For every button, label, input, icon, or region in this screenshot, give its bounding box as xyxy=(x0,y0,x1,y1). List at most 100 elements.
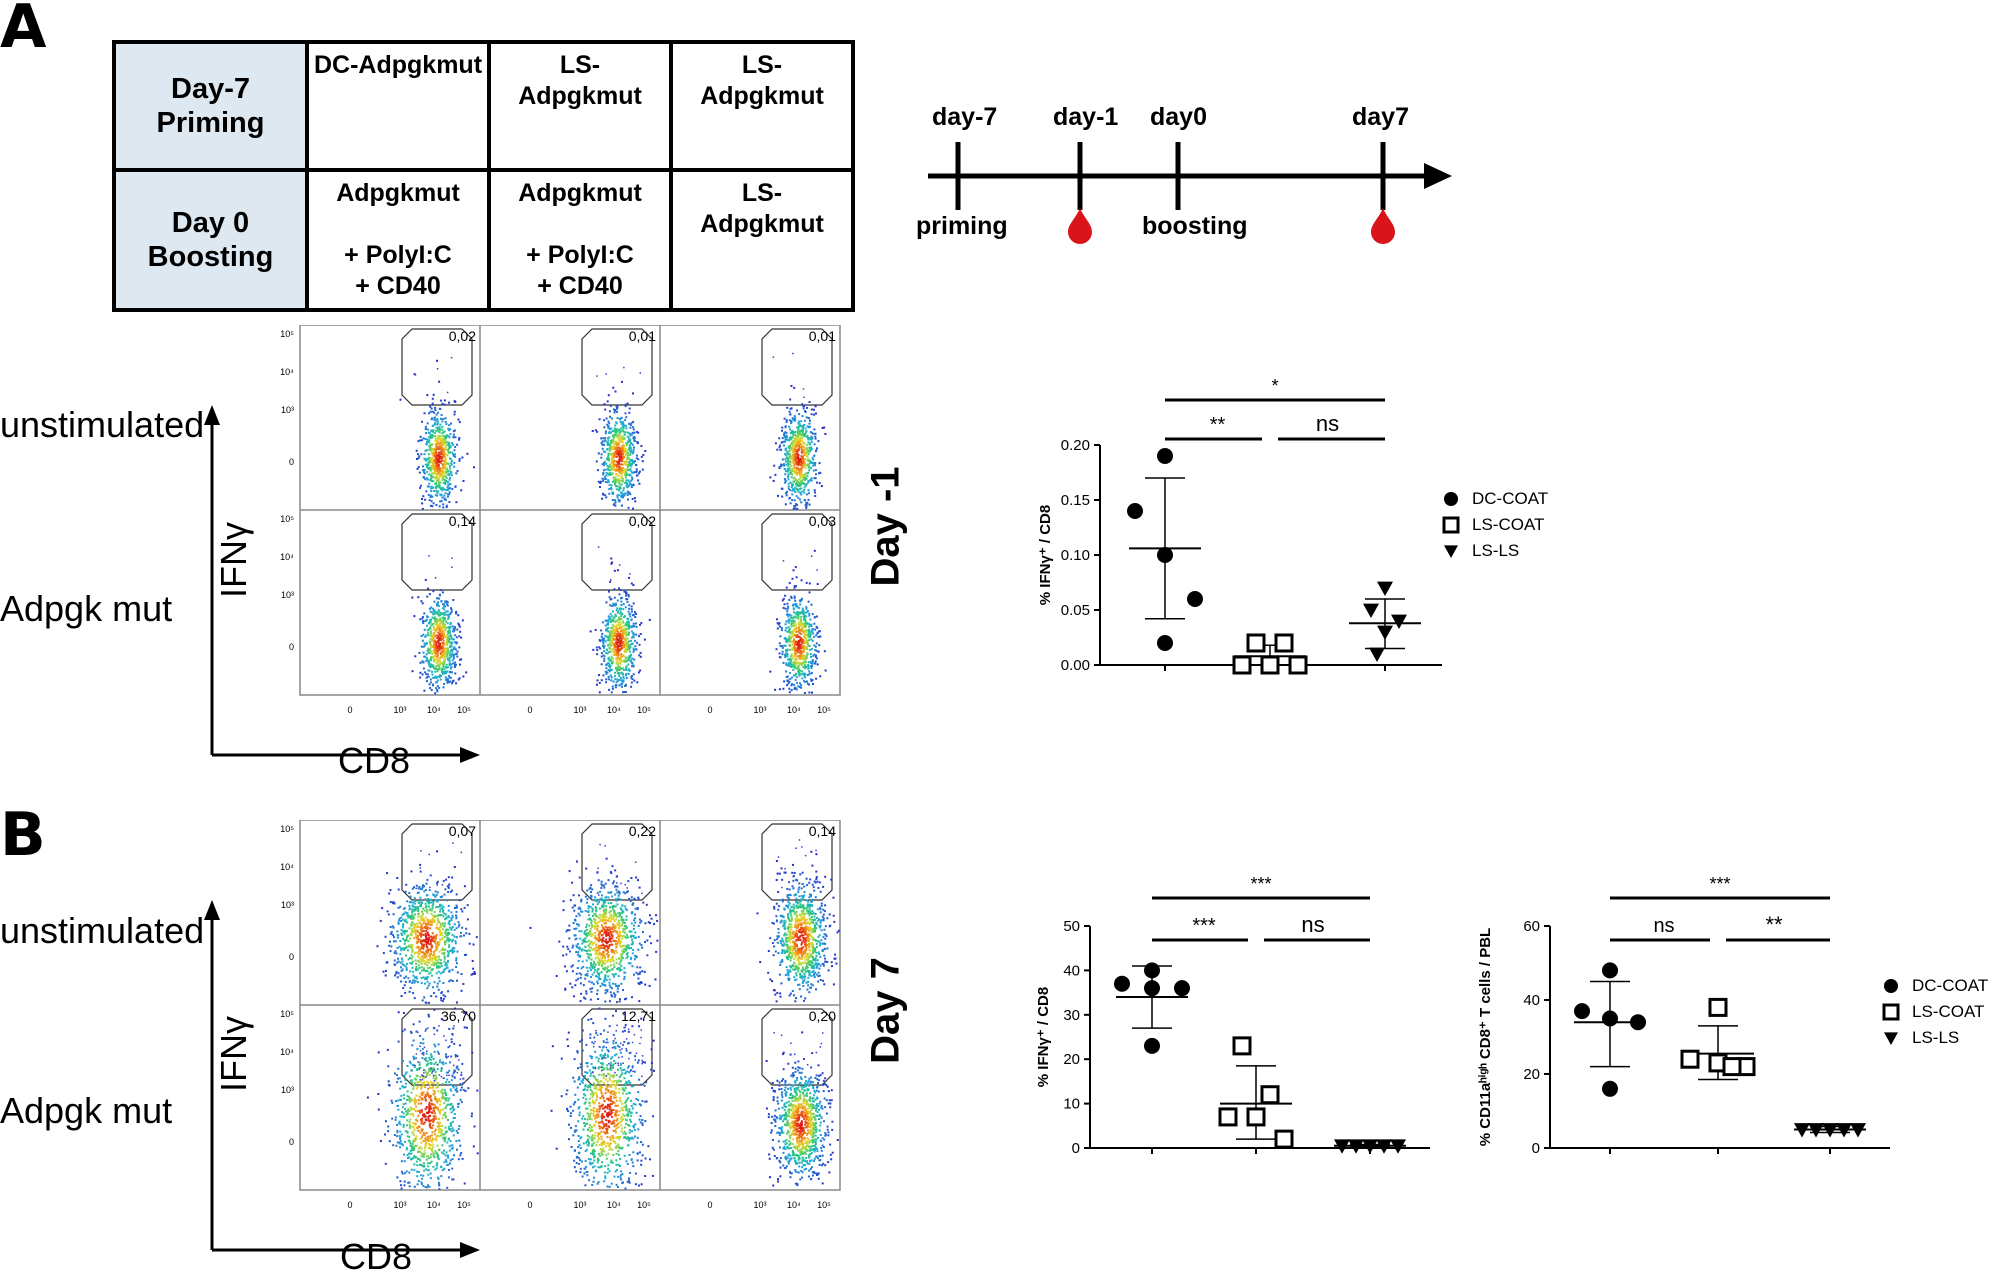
flow-dots xyxy=(769,353,826,510)
row-label-unstimulated: unstimulated xyxy=(0,910,204,952)
significance-label: *** xyxy=(1192,915,1216,937)
timeline-label: day-7 xyxy=(932,103,997,132)
data-point xyxy=(1262,1087,1278,1103)
y-axis-label: % IFNγ⁺ / CD8 xyxy=(1035,987,1052,1087)
y-tick-label: 40 xyxy=(1063,962,1080,979)
flow-y-tick: 0 xyxy=(289,642,294,652)
legend-marker-icon xyxy=(1440,514,1462,536)
gate-percentage: 12,71 xyxy=(621,1008,656,1024)
y-tick-label: 20 xyxy=(1063,1051,1080,1068)
data-point xyxy=(1127,503,1143,519)
flow-dots xyxy=(769,550,826,694)
flow-x-tick: 10⁴ xyxy=(787,1200,801,1210)
flow-x-tick: 10⁴ xyxy=(607,1200,621,1210)
gate-percentage: 0,01 xyxy=(809,328,836,344)
flow-x-tick: 10⁴ xyxy=(607,705,621,715)
significance-label: ns xyxy=(1301,912,1324,937)
y-tick-label: 0 xyxy=(1072,1140,1080,1157)
flow-y-arrowhead xyxy=(204,900,220,920)
y-tick-label: 0.15 xyxy=(1061,492,1090,509)
blood-drop-icon xyxy=(1068,208,1092,244)
y-tick-label: 50 xyxy=(1063,918,1080,935)
legend-marker-icon xyxy=(1880,1001,1902,1023)
flow-dots xyxy=(400,357,476,510)
y-tick-label: 0.10 xyxy=(1061,547,1090,564)
data-point xyxy=(1574,1003,1590,1019)
data-point xyxy=(1157,635,1173,651)
flow-x-tick: 10⁴ xyxy=(427,1200,441,1210)
data-point xyxy=(1369,648,1385,662)
flow-x-tick: 10³ xyxy=(393,705,406,715)
flow-dots xyxy=(590,546,651,693)
data-point xyxy=(1276,635,1292,651)
timeline-arrowhead xyxy=(1424,163,1452,189)
significance-label: *** xyxy=(1709,874,1730,894)
data-point xyxy=(1682,1051,1698,1067)
row-label-adpgk-mut: Adpgk mut xyxy=(0,1090,172,1132)
flow-y-tick: 10⁵ xyxy=(280,824,294,834)
flow-x-tick: 10⁴ xyxy=(787,705,801,715)
data-point xyxy=(1884,979,1898,993)
flow-x-tick: 10⁴ xyxy=(427,705,441,715)
legend-label: LS-LS xyxy=(1472,541,1519,561)
data-point xyxy=(1602,962,1618,978)
data-point xyxy=(1444,545,1458,558)
flow-x-tick: 10⁵ xyxy=(637,705,651,715)
flow-dots xyxy=(367,1008,479,1190)
data-point xyxy=(1377,582,1393,596)
flow-x-tick: 0 xyxy=(707,1200,712,1210)
flow-x-tick: 0 xyxy=(347,1200,352,1210)
timeline-label: boosting xyxy=(1142,212,1248,241)
data-point xyxy=(1248,1109,1264,1125)
data-point xyxy=(1444,518,1458,532)
flow-dots xyxy=(377,842,478,1004)
flow-x-tick: 10³ xyxy=(393,1200,406,1210)
data-point xyxy=(1234,1038,1250,1054)
flow-y-tick: 10³ xyxy=(281,590,294,600)
significance-label: * xyxy=(1271,376,1278,396)
row-label-unstimulated: unstimulated xyxy=(0,404,204,446)
flow-y-tick: 0 xyxy=(289,1137,294,1147)
flow-x-tick: 0 xyxy=(527,705,532,715)
flow-y-tick: 10⁴ xyxy=(280,552,294,562)
data-point xyxy=(1602,1011,1618,1027)
flow-dots xyxy=(530,844,659,1003)
flow-x-tick: 10⁵ xyxy=(457,705,471,715)
significance-label: *** xyxy=(1250,874,1271,894)
timeline-label: priming xyxy=(916,212,1008,241)
data-point xyxy=(1234,657,1250,673)
flow-y-tick: 10³ xyxy=(281,1085,294,1095)
y-tick-label: 20 xyxy=(1523,1066,1540,1083)
flow-x-tick: 10³ xyxy=(573,705,586,715)
legend-marker-icon xyxy=(1440,540,1462,562)
data-point xyxy=(1144,1038,1160,1054)
data-point xyxy=(1187,591,1203,607)
table-cell: LS- Adpgkmut xyxy=(671,42,853,170)
table-cell: LS- Adpgkmut xyxy=(489,42,671,170)
table-row-header-boosting: Day 0 Boosting xyxy=(114,170,307,310)
gate-percentage: 0,01 xyxy=(629,328,656,344)
table-cell: Adpgkmut + PolyI:C + CD40 xyxy=(489,170,671,310)
flow-x-tick: 10⁵ xyxy=(817,705,831,715)
panel-label-a: A xyxy=(0,0,46,62)
flow-x-tick: 10⁵ xyxy=(817,1200,831,1210)
data-point xyxy=(1276,1131,1292,1147)
flow-y-arrowhead xyxy=(204,405,220,425)
data-point xyxy=(1363,604,1379,618)
data-point xyxy=(1724,1059,1740,1075)
timeline-label: day-1 xyxy=(1053,103,1118,132)
flow-x-arrowhead xyxy=(460,747,480,763)
day-label-a: Day -1 xyxy=(864,467,909,587)
data-point xyxy=(1248,635,1264,651)
flow-x-arrowhead xyxy=(460,1242,480,1258)
y-tick-label: 10 xyxy=(1063,1096,1080,1113)
flow-y-tick: 10⁵ xyxy=(280,329,294,339)
legend-label: LS-COAT xyxy=(1912,1002,1984,1022)
flow-x-tick: 10³ xyxy=(753,1200,766,1210)
panel-label-b: B xyxy=(0,800,46,870)
data-point xyxy=(1710,999,1726,1015)
